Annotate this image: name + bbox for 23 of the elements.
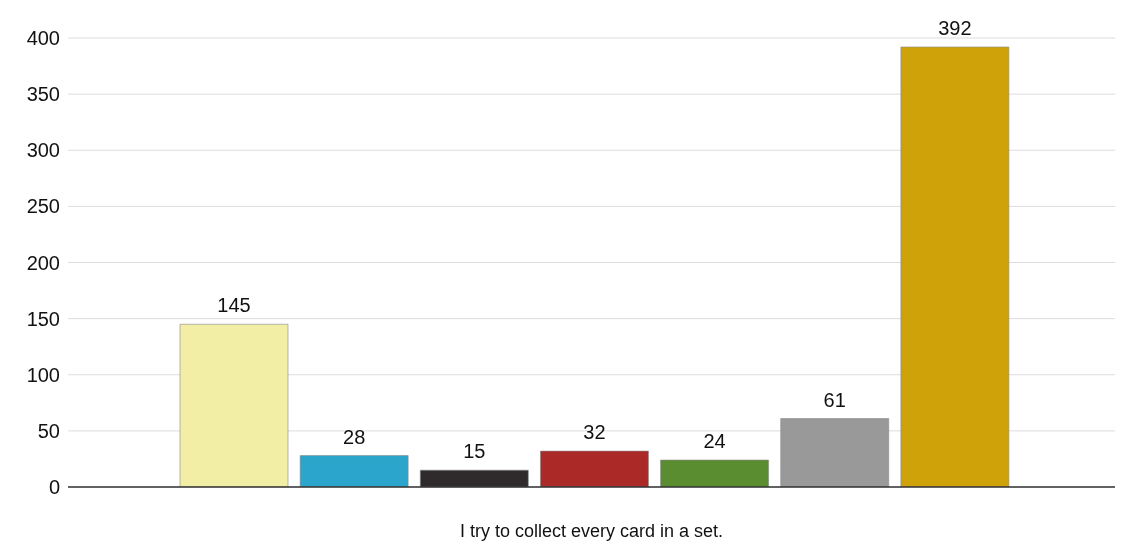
- bar: [299, 455, 409, 487]
- y-tick-label: 250: [26, 195, 60, 218]
- data-label: 392: [938, 16, 972, 39]
- y-tick-label: 50: [37, 419, 60, 442]
- data-label: 15: [463, 440, 486, 463]
- bar: [540, 450, 649, 487]
- y-tick-label: 100: [26, 363, 60, 386]
- y-tick-label: 0: [48, 476, 60, 499]
- x-axis-title: I try to collect every card in a set.: [459, 521, 724, 541]
- bar: [660, 459, 769, 487]
- y-tick-label: 200: [26, 251, 60, 274]
- data-label: 28: [343, 425, 366, 448]
- data-label: 61: [823, 388, 846, 411]
- y-tick-label: 350: [26, 83, 60, 106]
- data-label: 32: [583, 421, 606, 444]
- data-label: 24: [703, 430, 726, 453]
- y-tick-label: 300: [26, 139, 60, 162]
- y-tick-label: 150: [26, 307, 60, 330]
- bar: [780, 418, 890, 487]
- data-label: 145: [217, 294, 251, 317]
- bar: [900, 46, 1010, 487]
- bar: [179, 323, 289, 487]
- y-tick-label: 400: [26, 27, 60, 50]
